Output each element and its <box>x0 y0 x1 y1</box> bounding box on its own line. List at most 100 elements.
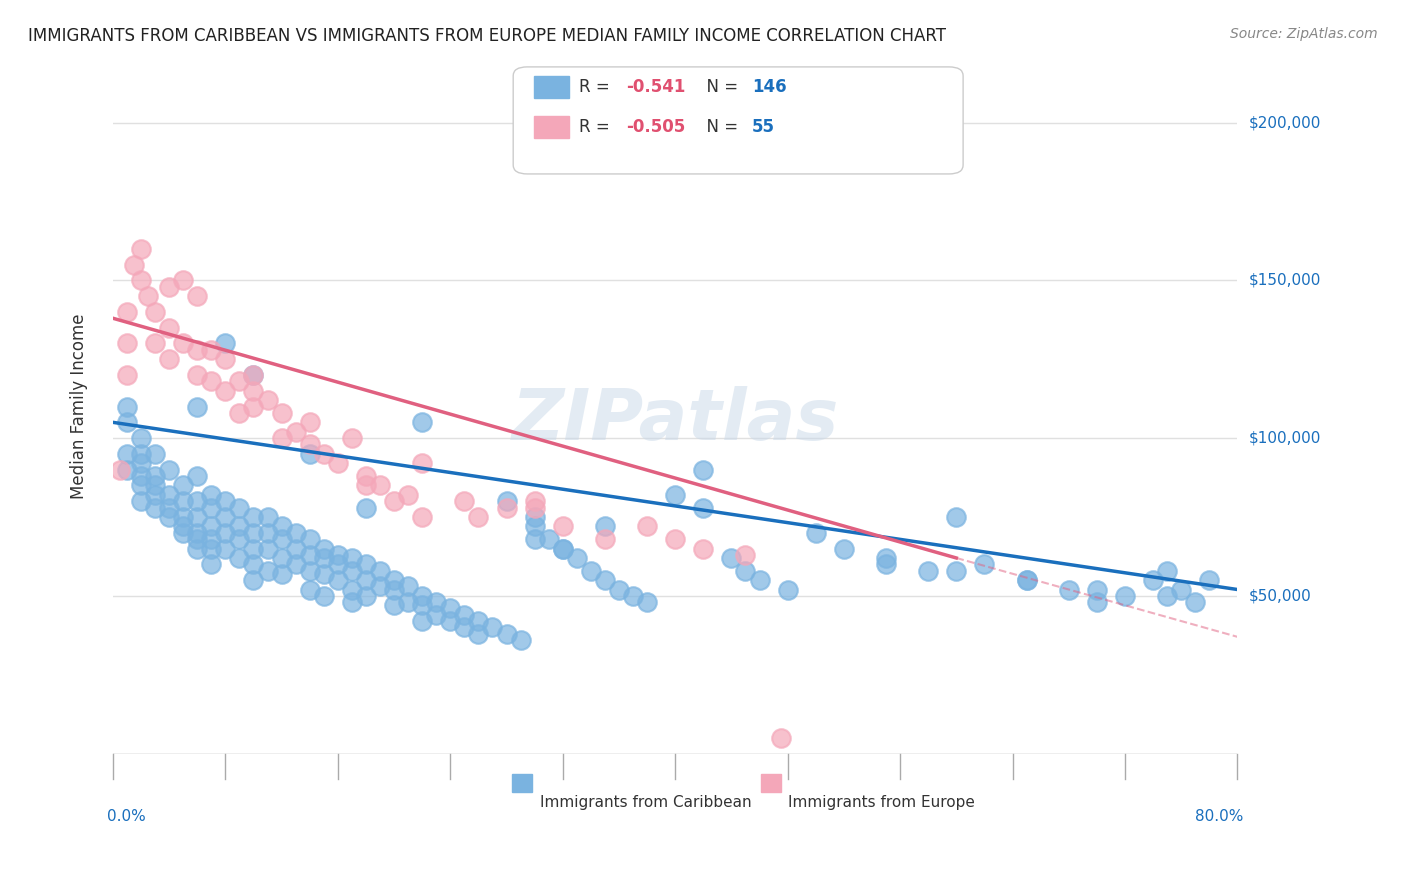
Point <box>945 510 967 524</box>
Point <box>186 510 208 524</box>
Point <box>495 494 517 508</box>
Point <box>326 548 349 562</box>
Point <box>186 532 208 546</box>
Point <box>270 566 292 581</box>
Point <box>200 343 222 357</box>
Point <box>228 519 250 533</box>
Point <box>242 525 264 540</box>
Point <box>298 415 321 429</box>
Point <box>354 573 377 587</box>
Point <box>214 352 236 367</box>
Point <box>776 582 799 597</box>
Point <box>804 525 827 540</box>
Point <box>411 614 433 628</box>
Point <box>1170 582 1192 597</box>
Point <box>172 336 194 351</box>
Point <box>467 510 489 524</box>
Point <box>129 469 152 483</box>
Point <box>129 431 152 445</box>
Point <box>186 494 208 508</box>
Point <box>270 519 292 533</box>
Point <box>129 478 152 492</box>
Point <box>256 510 278 524</box>
Point <box>200 519 222 533</box>
Point <box>769 731 792 745</box>
Point <box>214 384 236 398</box>
Point <box>411 510 433 524</box>
Point <box>875 551 897 566</box>
Text: Immigrants from Caribbean: Immigrants from Caribbean <box>540 795 752 810</box>
Point <box>1156 589 1178 603</box>
Point <box>228 551 250 566</box>
Point <box>425 595 447 609</box>
Point <box>214 510 236 524</box>
Point <box>664 488 686 502</box>
Point <box>692 463 714 477</box>
Point <box>200 375 222 389</box>
Text: $100,000: $100,000 <box>1249 431 1322 446</box>
Point <box>143 305 166 319</box>
Point <box>256 393 278 408</box>
Point <box>523 500 546 515</box>
Point <box>242 558 264 572</box>
Point <box>143 478 166 492</box>
Point <box>832 541 855 556</box>
Point <box>228 500 250 515</box>
Point <box>973 558 995 572</box>
Point <box>664 532 686 546</box>
Point <box>270 532 292 546</box>
Point <box>186 525 208 540</box>
Point <box>200 532 222 546</box>
Text: $200,000: $200,000 <box>1249 115 1322 130</box>
Point <box>411 599 433 613</box>
Point <box>1114 589 1136 603</box>
Point <box>200 558 222 572</box>
Point <box>593 532 616 546</box>
Point <box>467 626 489 640</box>
Point <box>467 614 489 628</box>
Point <box>186 289 208 303</box>
Point <box>172 510 194 524</box>
Point <box>354 589 377 603</box>
Point <box>551 541 574 556</box>
Point <box>298 548 321 562</box>
Point <box>115 447 138 461</box>
Point <box>143 336 166 351</box>
Point <box>270 431 292 445</box>
Point <box>284 425 307 439</box>
Point <box>396 595 419 609</box>
Point <box>129 494 152 508</box>
Point <box>242 510 264 524</box>
Point <box>298 447 321 461</box>
Point <box>157 510 180 524</box>
Bar <box>512 774 533 792</box>
Point <box>340 582 363 597</box>
Point <box>326 558 349 572</box>
Point <box>228 375 250 389</box>
Point <box>122 258 145 272</box>
Point <box>242 368 264 382</box>
Point <box>200 488 222 502</box>
Point <box>284 541 307 556</box>
Point <box>312 541 335 556</box>
Point <box>312 589 335 603</box>
Point <box>523 532 546 546</box>
Point <box>354 469 377 483</box>
Point <box>495 626 517 640</box>
Point <box>143 469 166 483</box>
Point <box>143 447 166 461</box>
Point <box>326 573 349 587</box>
Point <box>172 478 194 492</box>
Point <box>565 551 588 566</box>
Point <box>396 579 419 593</box>
Point <box>523 510 546 524</box>
Point <box>382 573 405 587</box>
Point <box>129 242 152 256</box>
Point <box>115 463 138 477</box>
Point <box>453 620 475 634</box>
Point <box>172 273 194 287</box>
Point <box>593 519 616 533</box>
Point <box>579 564 602 578</box>
Point <box>509 632 531 647</box>
Point <box>382 599 405 613</box>
